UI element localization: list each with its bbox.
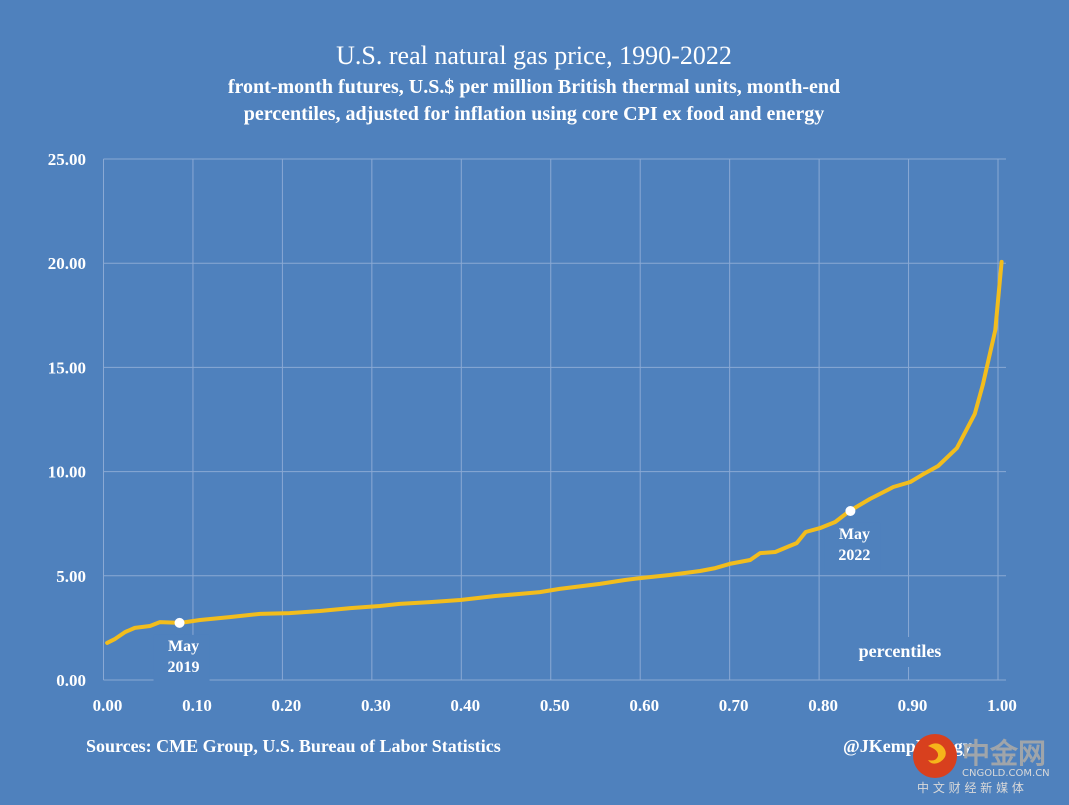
x-axis-ticks: 0.00 0.10 0.20 0.30 0.40 0.50 0.60 0.70 0.80 0.90…: [93, 696, 1017, 715]
annotation-marker: [845, 505, 856, 516]
y-tick-label: 10.00: [48, 463, 86, 482]
chart-subtitle-line-2: percentiles, adjusted for inflation usin…: [244, 103, 825, 125]
x-tick-label: 0.90: [898, 696, 928, 715]
x-tick-label: 0.60: [629, 696, 659, 715]
x-tick-label: 0.20: [272, 696, 302, 715]
watermark: 中金网 CNGOLD.COM.CN 中 文 财 经 新 媒 体: [913, 734, 1050, 795]
annotation-label: May: [839, 526, 870, 543]
watermark-tagline: 中 文 财 经 新 媒 体: [917, 780, 1024, 795]
annotation-label: 2022: [838, 547, 870, 564]
watermark-swirl-icon: [928, 743, 946, 764]
x-tick-label: 0.10: [182, 696, 212, 715]
x-tick-label: 0.00: [93, 696, 123, 715]
y-tick-label: 15.00: [48, 358, 86, 377]
watermark-domain: CNGOLD.COM.CN: [962, 768, 1050, 779]
chart-title: U.S. real natural gas price, 1990-2022: [336, 41, 732, 70]
annotation-label: 2019: [168, 659, 200, 676]
x-tick-label: 1.00: [987, 696, 1017, 715]
y-tick-label: 0.00: [56, 671, 86, 690]
annotation-labels: May 2019 May 2022: [168, 526, 871, 676]
annotation-marker: [174, 617, 185, 628]
gridlines: [103, 158, 1006, 681]
xlabel-background: [842, 637, 960, 667]
y-axis-ticks: 0.00 5.00 10.00 15.00 20.00 25.00: [48, 150, 86, 690]
source-note: Sources: CME Group, U.S. Bureau of Labor…: [86, 736, 501, 756]
y-tick-label: 20.00: [48, 254, 86, 273]
x-tick-label: 0.70: [719, 696, 749, 715]
series-line-gas-price: [105, 259, 1004, 645]
annotation-backgrounds: [153, 522, 881, 683]
x-tick-label: 0.30: [361, 696, 391, 715]
annotation-label: May: [168, 638, 199, 655]
annotation-markers: [174, 505, 856, 628]
chart-subtitle-line-1: front-month futures, U.S.$ per million B…: [228, 76, 840, 98]
x-axis-label: percentiles: [859, 641, 942, 661]
watermark-name: 中金网: [962, 737, 1046, 770]
x-tick-label: 0.40: [450, 696, 480, 715]
annotation-background: [824, 522, 881, 571]
annotation-background: [153, 634, 210, 683]
y-tick-label: 5.00: [56, 567, 86, 586]
y-tick-label: 25.00: [48, 150, 86, 169]
watermark-logo-icon: [913, 734, 957, 778]
x-tick-label: 0.80: [808, 696, 838, 715]
x-tick-label: 0.50: [540, 696, 570, 715]
